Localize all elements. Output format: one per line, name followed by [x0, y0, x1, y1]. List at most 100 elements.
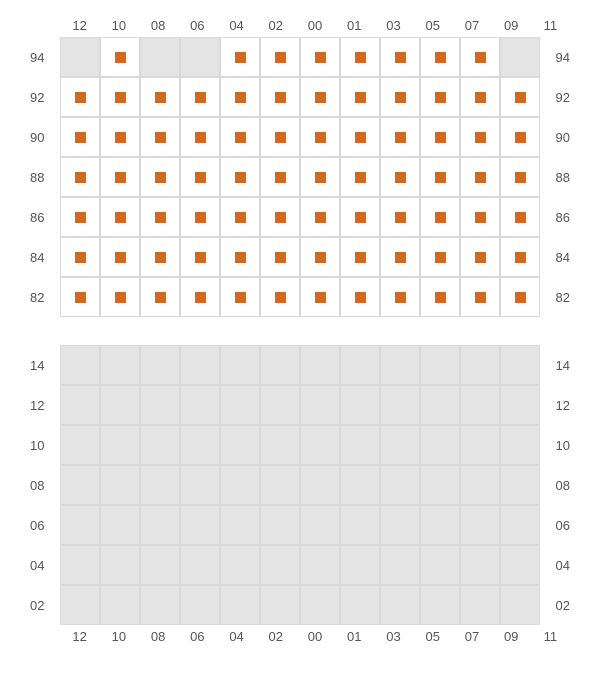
- grid-cell[interactable]: [220, 37, 260, 77]
- grid-cell[interactable]: [500, 37, 540, 77]
- grid-cell[interactable]: [380, 197, 420, 237]
- grid-cell[interactable]: [460, 385, 500, 425]
- grid-cell[interactable]: [60, 37, 100, 77]
- grid-cell[interactable]: [140, 277, 180, 317]
- grid-cell[interactable]: [60, 197, 100, 237]
- grid-cell[interactable]: [340, 197, 380, 237]
- grid-cell[interactable]: [380, 545, 420, 585]
- grid-cell[interactable]: [60, 585, 100, 625]
- grid-cell[interactable]: [380, 157, 420, 197]
- grid-cell[interactable]: [500, 465, 540, 505]
- grid-cell[interactable]: [180, 505, 220, 545]
- grid-cell[interactable]: [380, 585, 420, 625]
- grid-cell[interactable]: [180, 585, 220, 625]
- grid-cell[interactable]: [140, 117, 180, 157]
- grid-cell[interactable]: [60, 77, 100, 117]
- grid-cell[interactable]: [60, 345, 100, 385]
- grid-cell[interactable]: [180, 545, 220, 585]
- grid-cell[interactable]: [340, 157, 380, 197]
- grid-cell[interactable]: [140, 37, 180, 77]
- grid-cell[interactable]: [300, 277, 340, 317]
- grid-cell[interactable]: [460, 545, 500, 585]
- grid-cell[interactable]: [220, 277, 260, 317]
- grid-cell[interactable]: [260, 545, 300, 585]
- grid-cell[interactable]: [100, 157, 140, 197]
- grid-cell[interactable]: [140, 345, 180, 385]
- grid-cell[interactable]: [460, 77, 500, 117]
- grid-cell[interactable]: [140, 545, 180, 585]
- grid-cell[interactable]: [500, 237, 540, 277]
- grid-cell[interactable]: [300, 585, 340, 625]
- grid-cell[interactable]: [260, 157, 300, 197]
- grid-cell[interactable]: [340, 385, 380, 425]
- grid-cell[interactable]: [60, 425, 100, 465]
- grid-cell[interactable]: [420, 277, 460, 317]
- grid-cell[interactable]: [340, 585, 380, 625]
- grid-cell[interactable]: [140, 237, 180, 277]
- grid-cell[interactable]: [140, 465, 180, 505]
- grid-cell[interactable]: [60, 237, 100, 277]
- grid-cell[interactable]: [500, 585, 540, 625]
- grid-cell[interactable]: [420, 465, 460, 505]
- grid-cell[interactable]: [220, 197, 260, 237]
- grid-cell[interactable]: [420, 385, 460, 425]
- grid-cell[interactable]: [460, 277, 500, 317]
- grid-cell[interactable]: [140, 505, 180, 545]
- grid-cell[interactable]: [420, 345, 460, 385]
- grid-cell[interactable]: [300, 545, 340, 585]
- grid-cell[interactable]: [260, 197, 300, 237]
- grid-cell[interactable]: [380, 385, 420, 425]
- grid-cell[interactable]: [260, 77, 300, 117]
- grid-cell[interactable]: [300, 157, 340, 197]
- grid-cell[interactable]: [260, 117, 300, 157]
- grid-cell[interactable]: [300, 77, 340, 117]
- grid-cell[interactable]: [300, 345, 340, 385]
- grid-cell[interactable]: [260, 37, 300, 77]
- grid-cell[interactable]: [380, 345, 420, 385]
- grid-cell[interactable]: [340, 545, 380, 585]
- grid-cell[interactable]: [340, 37, 380, 77]
- grid-cell[interactable]: [380, 237, 420, 277]
- grid-cell[interactable]: [100, 425, 140, 465]
- grid-cell[interactable]: [100, 197, 140, 237]
- grid-cell[interactable]: [60, 117, 100, 157]
- grid-cell[interactable]: [140, 157, 180, 197]
- grid-cell[interactable]: [460, 197, 500, 237]
- grid-cell[interactable]: [180, 37, 220, 77]
- grid-cell[interactable]: [340, 505, 380, 545]
- grid-cell[interactable]: [180, 237, 220, 277]
- grid-cell[interactable]: [500, 117, 540, 157]
- grid-cell[interactable]: [140, 585, 180, 625]
- grid-cell[interactable]: [220, 505, 260, 545]
- grid-cell[interactable]: [140, 77, 180, 117]
- grid-cell[interactable]: [420, 197, 460, 237]
- grid-cell[interactable]: [220, 345, 260, 385]
- grid-cell[interactable]: [300, 465, 340, 505]
- grid-cell[interactable]: [100, 117, 140, 157]
- grid-cell[interactable]: [260, 385, 300, 425]
- grid-cell[interactable]: [340, 237, 380, 277]
- grid-cell[interactable]: [260, 465, 300, 505]
- grid-cell[interactable]: [260, 505, 300, 545]
- grid-cell[interactable]: [220, 237, 260, 277]
- grid-cell[interactable]: [60, 385, 100, 425]
- grid-cell[interactable]: [260, 585, 300, 625]
- grid-cell[interactable]: [180, 425, 220, 465]
- grid-cell[interactable]: [60, 157, 100, 197]
- grid-cell[interactable]: [340, 117, 380, 157]
- grid-cell[interactable]: [140, 385, 180, 425]
- grid-cell[interactable]: [500, 197, 540, 237]
- grid-cell[interactable]: [60, 505, 100, 545]
- grid-cell[interactable]: [100, 77, 140, 117]
- grid-cell[interactable]: [340, 465, 380, 505]
- grid-cell[interactable]: [460, 345, 500, 385]
- grid-cell[interactable]: [180, 117, 220, 157]
- grid-cell[interactable]: [460, 425, 500, 465]
- grid-cell[interactable]: [420, 77, 460, 117]
- grid-cell[interactable]: [420, 505, 460, 545]
- grid-cell[interactable]: [60, 545, 100, 585]
- grid-cell[interactable]: [460, 157, 500, 197]
- grid-cell[interactable]: [500, 385, 540, 425]
- grid-cell[interactable]: [380, 37, 420, 77]
- grid-cell[interactable]: [180, 345, 220, 385]
